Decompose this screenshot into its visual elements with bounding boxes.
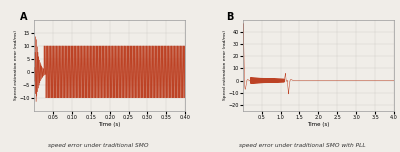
Text: B: B (226, 12, 234, 22)
Text: A: A (20, 12, 28, 22)
X-axis label: Time (s): Time (s) (307, 121, 330, 126)
X-axis label: Time (s): Time (s) (98, 121, 121, 126)
Text: speed error under traditional SMO with PLL: speed error under traditional SMO with P… (239, 143, 365, 149)
Y-axis label: Speed estimation error (rad/ms): Speed estimation error (rad/ms) (223, 30, 227, 100)
Text: speed error under traditional SMO: speed error under traditional SMO (48, 143, 148, 149)
Y-axis label: Speed estimation error (rad/ms): Speed estimation error (rad/ms) (14, 30, 18, 100)
